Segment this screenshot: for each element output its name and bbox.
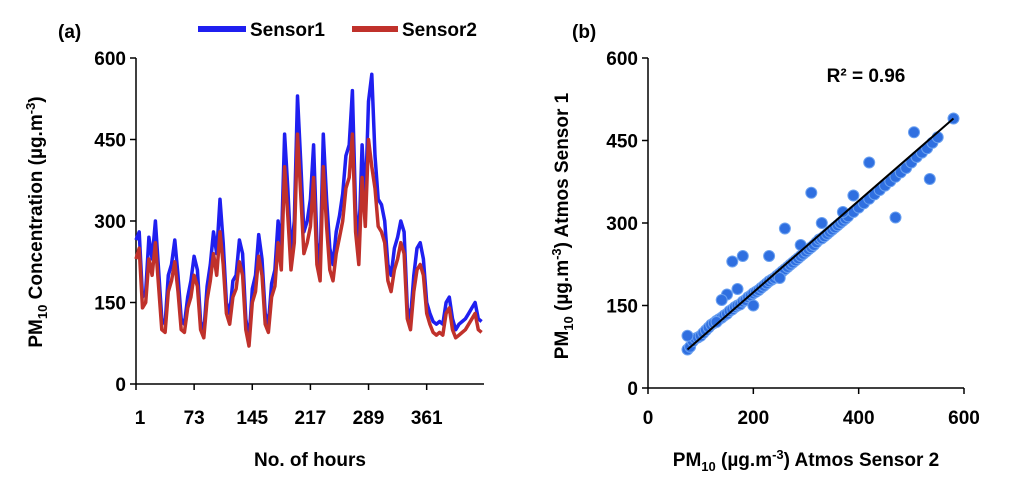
- scatter-point: [889, 211, 902, 224]
- scatter-point: [726, 255, 739, 268]
- scatter-point: [805, 186, 818, 199]
- y-tick-label-b: 450: [606, 132, 638, 153]
- scatter-point: [715, 294, 728, 306]
- y-tick-label-b: 300: [606, 214, 638, 235]
- chart-panel-a: (a) Sensor1 Sensor2 0 150 300 450 600 1 73 145…: [23, 20, 484, 471]
- r-squared-annotation: R² = 0.96: [827, 66, 906, 87]
- scatter-point: [747, 299, 760, 312]
- x-tick-label-b: 600: [948, 408, 980, 429]
- series-line-sensor2: [134, 132, 483, 348]
- y-tick-label-b: 600: [606, 49, 638, 70]
- x-tick-label-b: 0: [643, 408, 654, 429]
- x-tick-label-a: 145: [236, 408, 268, 429]
- y-tick-label-a: 300: [94, 212, 126, 233]
- scatter-point: [778, 222, 791, 235]
- scatter-point: [836, 206, 849, 218]
- x-tick-label-b: 200: [737, 408, 769, 429]
- panel-label-a: (a): [58, 22, 81, 43]
- scatter-point: [908, 126, 920, 139]
- x-axis-label-a: No. of hours: [254, 450, 366, 471]
- x-tick-label-b: 400: [843, 408, 875, 429]
- scatter-point: [731, 283, 744, 295]
- y-tick-label-a: 0: [115, 375, 126, 396]
- scatter-point: [710, 316, 723, 328]
- chart-panel-b: (b) 0 150 300 450 600 0 200 400 600 R² = 0.96 P…: [549, 22, 980, 474]
- y-tick-label-a: 150: [94, 294, 126, 315]
- x-tick-label-a: 361: [411, 408, 443, 429]
- scatter-point: [923, 173, 936, 185]
- y-tick-label-b: 0: [627, 379, 638, 400]
- y-tick-label-b: 150: [606, 297, 638, 318]
- scatter-point: [736, 250, 749, 262]
- panel-label-b: (b): [572, 22, 596, 43]
- regression-line: [686, 117, 955, 351]
- y-axis-label-b: PM10 (µg.m-3) Atmos Sensor 1: [549, 92, 576, 359]
- scatter-point: [681, 329, 694, 342]
- scatter-point: [773, 272, 786, 284]
- x-tick-label-a: 217: [295, 408, 327, 429]
- x-tick-label-a: 1: [135, 408, 146, 429]
- y-tick-label-a: 600: [94, 49, 126, 70]
- scatter-point: [847, 189, 860, 202]
- scatter-point: [815, 217, 828, 229]
- legend-label-sensor2: Sensor2: [402, 20, 477, 41]
- y-tick-label-a: 450: [94, 131, 126, 152]
- y-axis-label-a: PM10 Concentration (µg.m-3): [23, 96, 50, 347]
- x-tick-label-a: 289: [353, 408, 385, 429]
- scatter-point: [763, 250, 776, 262]
- series-line-sensor1: [134, 72, 483, 343]
- scatter-point: [863, 156, 876, 169]
- x-tick-label-a: 73: [184, 408, 205, 429]
- legend-label-sensor1: Sensor1: [250, 20, 325, 41]
- x-axis-label-b: PM10 (µg.m-3) Atmos Sensor 2: [673, 447, 939, 474]
